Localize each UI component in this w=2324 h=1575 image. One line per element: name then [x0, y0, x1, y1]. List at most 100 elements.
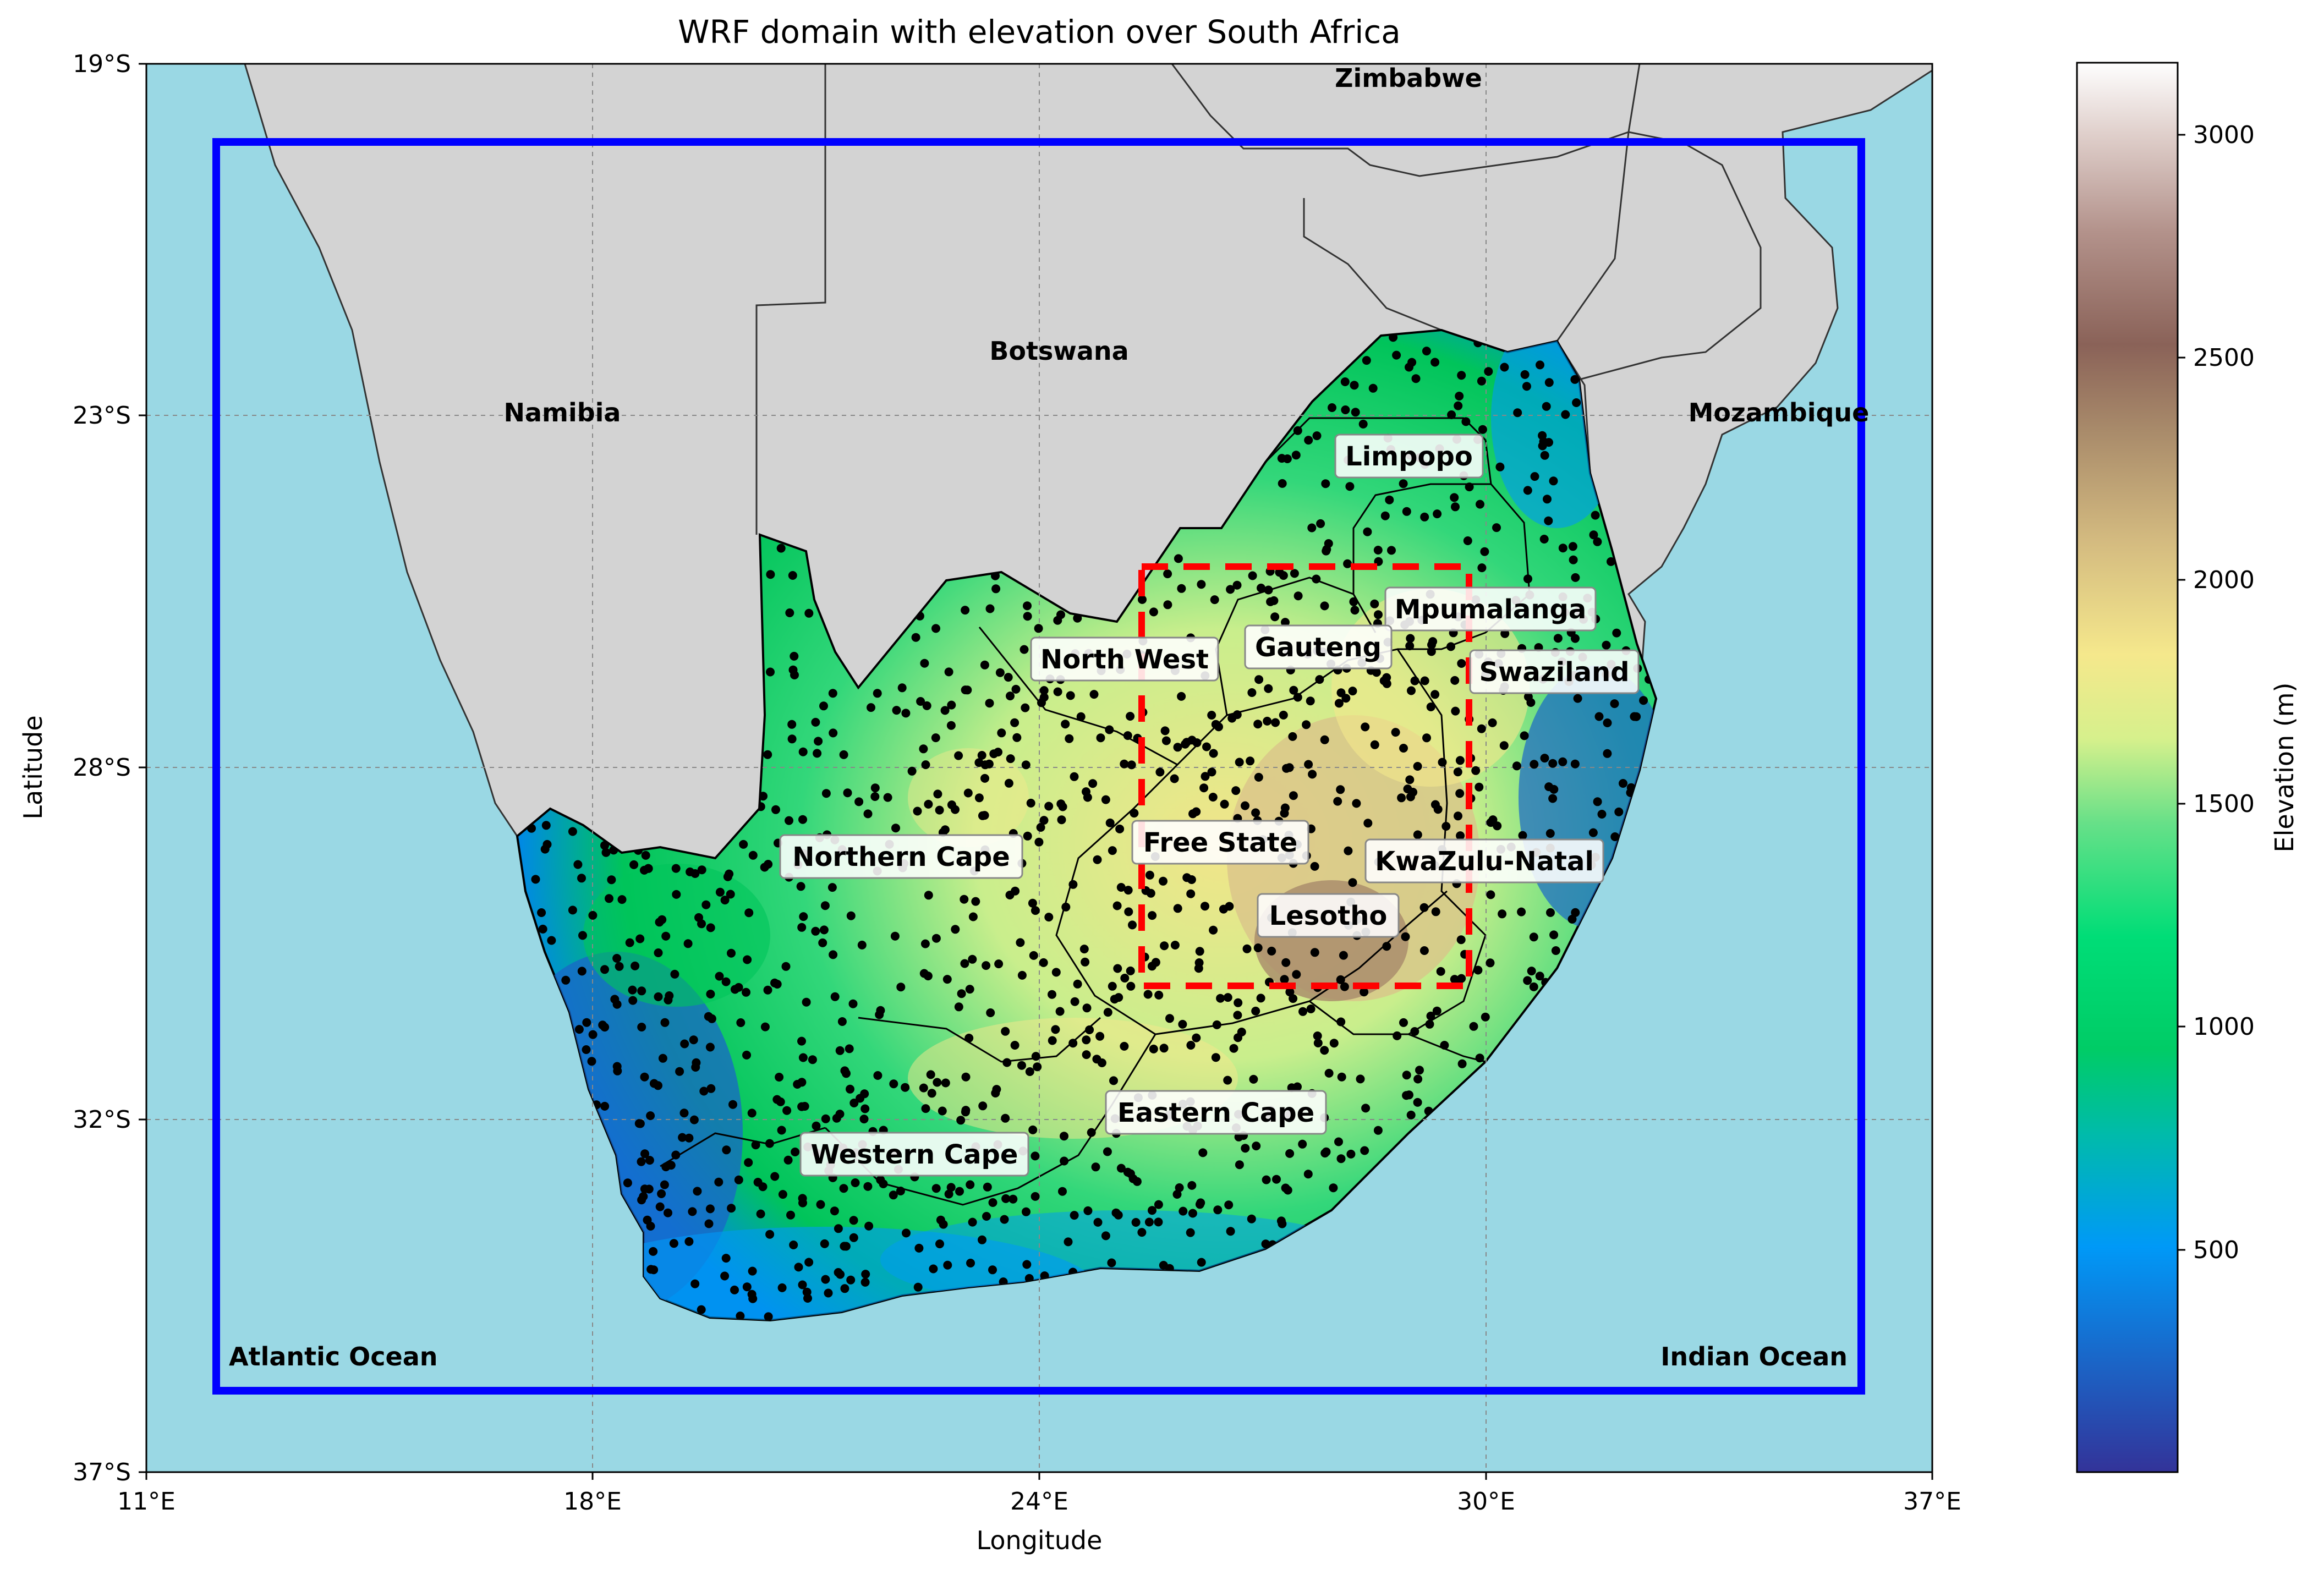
station-point	[1004, 673, 1013, 682]
station-point	[968, 954, 977, 964]
station-point	[1399, 1018, 1408, 1027]
station-point	[824, 1288, 833, 1298]
station-point	[1053, 687, 1062, 696]
station-point	[931, 733, 940, 743]
station-point	[1187, 1181, 1197, 1190]
station-point	[921, 760, 930, 770]
station-point	[1322, 545, 1331, 554]
station-point	[1337, 1072, 1346, 1082]
station-point	[1529, 982, 1538, 991]
station-point	[1455, 789, 1465, 798]
station-point	[848, 999, 858, 1008]
station-point	[961, 1107, 970, 1117]
province-label-northern-cape: Northern Cape	[792, 842, 1010, 872]
station-point	[689, 1035, 698, 1045]
station-point	[683, 939, 693, 948]
station-point	[1031, 1192, 1040, 1201]
station-point	[759, 792, 768, 801]
station-point	[1486, 818, 1495, 827]
station-point	[919, 744, 928, 754]
province-label-gauteng: Gauteng	[1255, 632, 1382, 663]
station-point	[756, 1209, 765, 1219]
station-point	[1569, 555, 1578, 564]
station-point	[1336, 1017, 1346, 1027]
station-point	[1253, 943, 1263, 952]
station-point	[1603, 718, 1612, 727]
station-point	[1197, 1258, 1206, 1267]
station-point	[1530, 760, 1539, 769]
station-point	[1392, 350, 1401, 360]
station-point	[721, 977, 731, 986]
station-point	[1610, 699, 1619, 709]
station-point	[1082, 1003, 1092, 1013]
station-point	[644, 864, 653, 873]
station-point	[1405, 363, 1413, 372]
station-point	[849, 1216, 858, 1225]
station-point	[1343, 559, 1352, 568]
station-point	[1558, 757, 1567, 766]
station-point	[612, 954, 622, 963]
station-point	[1095, 1031, 1105, 1041]
station-point	[1298, 1007, 1307, 1016]
station-point	[883, 793, 892, 802]
station-point	[1430, 690, 1440, 699]
station-point	[542, 839, 552, 849]
station-point	[751, 1140, 760, 1150]
station-point	[640, 1072, 649, 1082]
station-point	[1017, 1061, 1026, 1070]
station-point	[1612, 628, 1621, 638]
station-point	[1187, 875, 1196, 884]
station-point	[1179, 1206, 1188, 1216]
station-point	[1209, 925, 1218, 935]
station-point	[1457, 974, 1466, 983]
station-point	[1306, 696, 1315, 706]
station-point	[1422, 347, 1431, 356]
station-point	[1475, 1053, 1484, 1063]
station-point	[637, 986, 646, 996]
station-point	[968, 1217, 977, 1227]
station-point	[1336, 975, 1345, 984]
station-point	[1571, 573, 1580, 582]
station-point	[820, 901, 830, 910]
station-point	[776, 544, 786, 553]
station-point	[849, 1233, 858, 1242]
station-point	[902, 1228, 911, 1238]
station-point	[1207, 711, 1216, 720]
station-point	[1008, 1194, 1018, 1204]
station-point	[1334, 699, 1344, 708]
station-point	[1254, 772, 1263, 782]
station-point	[577, 874, 586, 883]
station-point	[1570, 375, 1580, 384]
station-point	[1202, 742, 1211, 751]
station-point	[734, 983, 743, 992]
station-point	[1593, 537, 1602, 546]
station-point	[661, 931, 671, 941]
x-axis: 11°E 18°E 24°E 30°E 37°E Longitude	[117, 1472, 1961, 1555]
outer-domain-box	[212, 138, 1865, 1395]
station-point	[892, 706, 901, 715]
station-point	[991, 571, 1000, 580]
station-point	[1023, 612, 1032, 621]
station-point	[588, 910, 598, 920]
station-point	[839, 1184, 848, 1193]
province-label-kwazulu-natal: KwaZulu-Natal	[1375, 846, 1594, 877]
station-point	[1440, 1041, 1449, 1050]
station-point	[1614, 807, 1624, 816]
station-point	[924, 799, 933, 809]
station-point	[1280, 975, 1289, 984]
station-point	[1403, 784, 1412, 794]
station-point	[1350, 606, 1360, 615]
station-point	[1261, 1239, 1270, 1249]
station-point	[1405, 1090, 1413, 1100]
station-point	[1241, 801, 1249, 810]
station-point	[804, 608, 814, 618]
station-point	[911, 633, 920, 642]
station-point	[1201, 902, 1209, 911]
station-point	[982, 961, 991, 970]
station-point	[1336, 785, 1345, 794]
station-point	[1170, 941, 1180, 950]
station-point	[929, 1264, 938, 1274]
station-point	[1280, 803, 1290, 813]
station-point	[678, 1133, 687, 1142]
station-point	[1188, 809, 1197, 819]
